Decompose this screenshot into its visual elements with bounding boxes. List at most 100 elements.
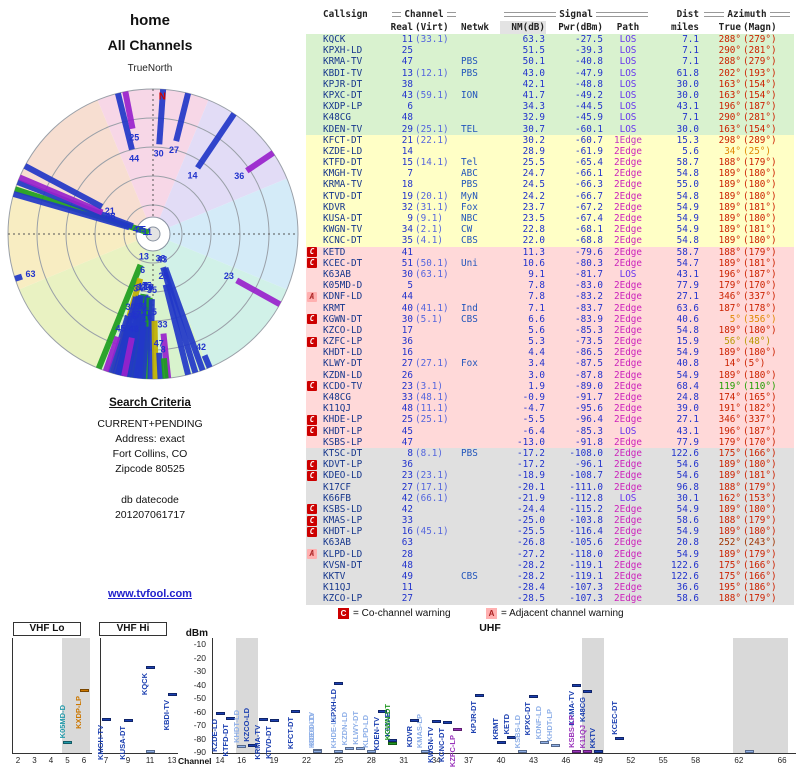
network bbox=[460, 559, 500, 571]
signal-bar bbox=[583, 690, 593, 694]
path: 2Edge bbox=[604, 280, 652, 292]
distance-miles: 54.9 bbox=[652, 213, 700, 225]
azimuth-magnetic: (180°) bbox=[742, 347, 794, 359]
path: LOS bbox=[604, 492, 652, 504]
pwr-dbm: -95.6 bbox=[546, 403, 604, 415]
nm-db: 6.6 bbox=[500, 313, 546, 325]
network bbox=[460, 582, 500, 594]
virtual-channel: (50.1) bbox=[414, 257, 460, 269]
warning-cell bbox=[306, 112, 322, 124]
signal-bar bbox=[572, 683, 582, 687]
path: 2Edge bbox=[604, 470, 652, 482]
real-channel: 16 bbox=[388, 526, 414, 538]
signal-bar-label: KSBS-LP bbox=[566, 715, 576, 748]
nm-db: -4.7 bbox=[500, 403, 546, 415]
real-channel: 42 bbox=[388, 503, 414, 516]
azimuth-magnetic: (165°) bbox=[742, 392, 794, 404]
warning-adjacent-icon: A bbox=[307, 291, 317, 302]
virtual-channel bbox=[414, 593, 460, 605]
azimuth-true: 189° bbox=[700, 213, 742, 225]
pwr-dbm: -112.8 bbox=[546, 492, 604, 504]
path: 2Edge bbox=[604, 571, 652, 583]
radar-bar bbox=[102, 335, 121, 373]
path: 2Edge bbox=[604, 593, 652, 605]
radar-channel-label: 5 bbox=[152, 307, 157, 317]
station-row: K11QJ 48 (11.1) -4.7 -95.6 2Edge 39.0 191° (182°… bbox=[306, 403, 796, 415]
station-row: KWGN-TV 34 (2.1) CW 22.8 -68.1 2Edge 54.9 189° (1… bbox=[306, 224, 796, 236]
station-row: KLWY-DT 27 (27.1) Fox 3.4 -87.5 2Edge 40.8 14° (5… bbox=[306, 358, 796, 370]
network: MyN bbox=[460, 190, 500, 202]
radar-sector bbox=[8, 178, 154, 290]
callsign: K48CG bbox=[322, 112, 388, 124]
nm-db: 3.4 bbox=[500, 358, 546, 370]
warning-cell bbox=[306, 268, 322, 281]
group-header-azimuth: Azimuth bbox=[700, 8, 794, 21]
azimuth-true: 189° bbox=[700, 369, 742, 381]
distance-miles: 30.1 bbox=[652, 492, 700, 504]
radar-channel-label: 34 bbox=[133, 283, 143, 293]
path: 2Edge bbox=[604, 313, 652, 325]
channel-tick: 62 bbox=[734, 756, 744, 765]
signal-bar-label: KDNF-LD bbox=[534, 705, 544, 739]
col-header-virt: (Virt) bbox=[415, 22, 449, 33]
radar-channel-label: 42 bbox=[196, 342, 206, 352]
station-row: KTFD-DT 15 (14.1) Tel 25.5 -65.4 2Edge 58.7 188°… bbox=[306, 157, 796, 169]
virtual-channel bbox=[414, 369, 460, 381]
real-channel: 11 bbox=[388, 34, 414, 46]
col-header-pwr: Pwr(dBm) bbox=[558, 22, 603, 33]
real-channel: 26 bbox=[388, 369, 414, 381]
warning-cell bbox=[306, 302, 322, 314]
pwr-dbm: -86.5 bbox=[546, 347, 604, 359]
station-row: K11QJ 11 -28.4 -107.3 2Edge 36.6 195° (186°) bbox=[306, 582, 796, 594]
network: PBS bbox=[460, 56, 500, 68]
path: 2Edge bbox=[604, 336, 652, 348]
warning-cell bbox=[306, 145, 322, 158]
signal-bar bbox=[431, 720, 441, 724]
azimuth-true: 252° bbox=[700, 537, 742, 549]
signal-bar-label: KQCK bbox=[140, 672, 149, 695]
radar-sector bbox=[153, 100, 287, 234]
callsign: KRMA-TV bbox=[322, 56, 388, 68]
tvfool-link[interactable]: www.tvfool.com bbox=[108, 588, 192, 600]
network: Tel bbox=[460, 157, 500, 169]
azimuth-true: 290° bbox=[700, 45, 742, 57]
azimuth-true: 202° bbox=[700, 67, 742, 79]
azimuth-true: 195° bbox=[700, 582, 742, 594]
virtual-channel: (12.1) bbox=[414, 67, 460, 79]
path: 2Edge bbox=[604, 548, 652, 560]
warning-cell bbox=[306, 492, 322, 504]
radar-channel-label: 19 bbox=[143, 282, 153, 292]
signal-bar-label: KSBS-LD bbox=[512, 714, 522, 748]
callsign: KZCO-LP bbox=[322, 593, 388, 605]
callsign: KETD bbox=[322, 246, 388, 258]
radar-bar bbox=[173, 92, 191, 142]
callsign: K66FB bbox=[322, 492, 388, 504]
warning-cell bbox=[306, 123, 322, 135]
nm-db: -28.4 bbox=[500, 582, 546, 594]
channel-tick: 9 bbox=[125, 756, 131, 765]
azimuth-true: 189° bbox=[700, 503, 742, 516]
real-channel: 38 bbox=[388, 78, 414, 90]
radar-bar bbox=[122, 91, 136, 130]
channel-tick: 22 bbox=[302, 756, 311, 765]
real-channel: 36 bbox=[388, 459, 414, 471]
path: 2Edge bbox=[604, 302, 652, 314]
distance-miles: 54.9 bbox=[652, 347, 700, 359]
azimuth-magnetic: (180°) bbox=[742, 369, 794, 381]
network bbox=[460, 459, 500, 471]
search-criteria-heading: Search Criteria bbox=[109, 397, 191, 409]
signal-bar-label: KTFD-DT bbox=[220, 723, 230, 757]
azimuth-true: 179° bbox=[700, 280, 742, 292]
path: 2Edge bbox=[604, 403, 652, 415]
pwr-dbm: -103.8 bbox=[546, 515, 604, 527]
nm-db: -27.2 bbox=[500, 548, 546, 560]
pwr-dbm: -85.3 bbox=[546, 425, 604, 437]
nm-db: 5.3 bbox=[500, 336, 546, 348]
station-row: KKTV 49 CBS -28.2 -119.1 2Edge 122.6 175° (166°) bbox=[306, 571, 796, 583]
azimuth-magnetic: (180°) bbox=[742, 324, 794, 337]
radar-bar bbox=[121, 337, 135, 377]
signal-bar-label: KLWY-DT bbox=[350, 710, 360, 745]
radar-channel-label: 48 bbox=[106, 211, 116, 221]
nm-db: 3.0 bbox=[500, 369, 546, 381]
nm-db: 9.1 bbox=[500, 268, 546, 281]
